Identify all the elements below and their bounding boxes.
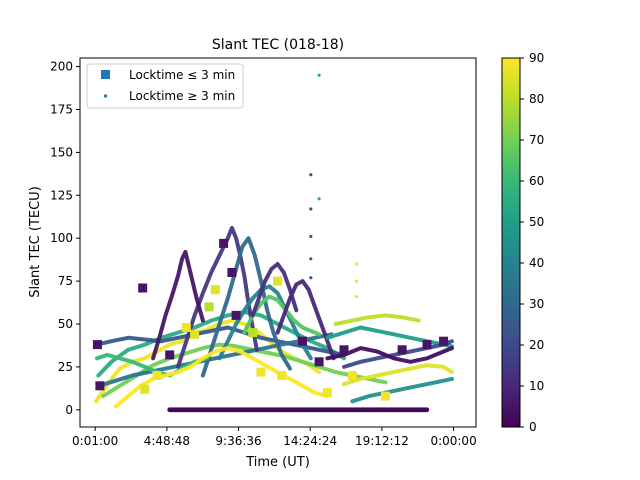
square-marker: [181, 323, 191, 332]
x-axis-label: Time (UT): [245, 455, 310, 470]
series-arc-20: [250, 262, 299, 318]
square-marker: [381, 391, 390, 401]
legend-square-marker: [101, 70, 110, 79]
square-marker: [439, 336, 449, 346]
square-marker: [248, 328, 258, 338]
square-marker: [140, 384, 150, 394]
x-tick-label: 9:36:36: [215, 434, 261, 448]
point-isolated-3: [354, 279, 359, 283]
square-marker: [347, 371, 357, 380]
y-tick-label: 25: [58, 360, 73, 374]
series-arc-11: [275, 279, 336, 361]
series-arc-16: [350, 376, 454, 404]
square-marker: [152, 371, 162, 380]
colorbar-ticks: 0 10 20 30 40 50 60 70 80 90: [520, 51, 544, 434]
point-isolated: [309, 257, 313, 261]
colorbar-tick-label: 40: [529, 256, 544, 270]
y-tick-label: 0: [65, 403, 73, 417]
colorbar: 0 10 20 30 40 50 60 70 80 90: [501, 51, 544, 434]
colorbar-tick-label: 90: [529, 51, 544, 65]
y-tick-label: 150: [50, 145, 73, 159]
point-isolated-2: [317, 73, 321, 77]
x-tick-label: 0:00:00: [430, 434, 476, 448]
legend-label-long-locktime: Locktime ≥ 3 min: [129, 89, 235, 103]
colorbar-tick-label: 30: [529, 297, 544, 311]
square-marker: [231, 310, 241, 320]
colorbar-tick-label: 60: [529, 174, 544, 188]
legend: Locktime ≤ 3 min Locktime ≥ 3 min: [86, 63, 244, 109]
point-isolated: [309, 234, 313, 239]
square-marker: [95, 381, 105, 391]
y-tick-label: 50: [58, 317, 73, 331]
colorbar-gradient: [501, 57, 521, 428]
series-arc-18: [95, 352, 209, 378]
point-isolated-3: [354, 262, 359, 266]
legend-label-short-locktime: Locktime ≤ 3 min: [129, 68, 235, 82]
series-arc-13: [325, 325, 454, 349]
point-isolated-2: [317, 197, 321, 201]
square-marker: [397, 345, 407, 355]
square-marker: [92, 340, 102, 350]
series-arc-15: [342, 363, 454, 387]
colorbar-tick-label: 0: [529, 420, 537, 434]
series-arc-12: [333, 313, 421, 326]
y-tick-label: 175: [50, 102, 73, 116]
y-tick-label: 200: [50, 60, 73, 74]
square-marker: [273, 276, 283, 286]
point-isolated-3: [354, 295, 359, 299]
point-isolated: [309, 276, 313, 280]
chart-title: Slant TEC (018-18): [212, 37, 344, 53]
square-marker: [314, 357, 324, 367]
square-marker: [190, 329, 200, 339]
series-arc-04: [101, 342, 388, 399]
colorbar-tick-label: 20: [529, 338, 544, 352]
y-tick-label: 75: [58, 274, 73, 288]
square-marker: [219, 238, 229, 248]
square-marker: [339, 345, 349, 355]
square-marker: [422, 340, 432, 350]
square-marker: [322, 388, 332, 398]
colorbar-tick-label: 10: [529, 379, 544, 393]
x-tick-label: 4:48:48: [144, 434, 190, 448]
square-marker: [138, 283, 148, 293]
plot-frame: [79, 57, 477, 428]
point-isolated: [309, 207, 313, 211]
square-marker: [298, 336, 307, 346]
x-tick-label: 19:12:12: [355, 434, 409, 448]
x-tick-label: 0:01:00: [72, 434, 118, 448]
series-arc-17: [325, 346, 454, 364]
y-tick-label: 100: [50, 231, 73, 245]
point-isolated: [309, 173, 313, 177]
series-arc-08: [151, 249, 205, 361]
series-arc-05: [97, 332, 334, 388]
x-tick-label: 14:24:24: [283, 434, 337, 448]
x-axis: 0:01:00 4:48:48 9:36:36 14:24:24 19:12:12 0:0…: [72, 427, 477, 448]
series-arc-07: [200, 236, 292, 378]
square-marker: [227, 268, 237, 277]
y-axis: 0 25 50 75 100 125 150 175 200: [50, 60, 80, 417]
series-arc-19: [113, 346, 330, 409]
legend-dot-marker: [103, 94, 108, 98]
series-arc-09: [217, 284, 313, 361]
square-marker: [256, 367, 266, 377]
series-arc-06: [176, 225, 259, 369]
colorbar-tick-label: 50: [529, 215, 544, 229]
square-marker: [204, 302, 214, 312]
square-marker: [277, 371, 287, 380]
y-axis-label: Slant TEC (TECU): [28, 186, 43, 298]
legend-box: [86, 63, 244, 109]
square-marker: [165, 350, 175, 360]
y-tick-label: 125: [50, 188, 73, 202]
square-marker: [210, 285, 220, 295]
colorbar-tick-label: 80: [529, 92, 544, 106]
point-zero-line: [424, 407, 430, 413]
data-layer: [92, 73, 454, 413]
colorbar-tick-label: 70: [529, 133, 544, 147]
